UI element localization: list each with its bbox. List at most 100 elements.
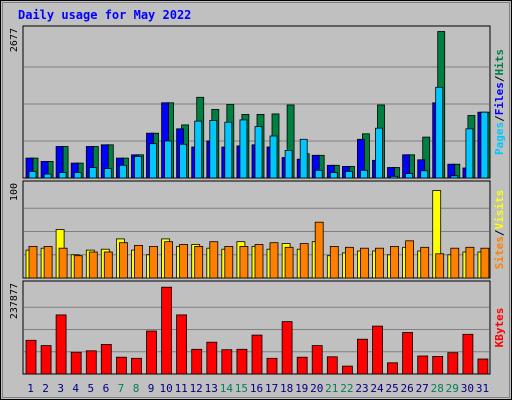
bar-sites-day-29	[450, 247, 460, 279]
x-tick-label-day-3: 3	[57, 382, 64, 395]
bar-sites-day-8	[134, 244, 143, 279]
bar-kbytes-day-5	[85, 350, 97, 375]
chart-title: Daily usage for May 2022	[18, 8, 191, 22]
x-tick-label-day-16: 16	[250, 382, 263, 395]
ymax-label-hits-files-pages: 2677	[9, 28, 20, 52]
x-tick-label-day-5: 5	[87, 382, 94, 395]
bar-pages-day-23	[359, 169, 368, 179]
bar-pages-day-16	[254, 126, 263, 179]
x-tick-label-day-18: 18	[280, 382, 293, 395]
bar-pages-day-6	[103, 168, 112, 179]
bar-sites-day-3	[58, 247, 68, 279]
x-tick-label-day-6: 6	[103, 382, 110, 395]
bar-pages-day-14	[224, 121, 233, 179]
x-tick-label-day-29: 29	[446, 382, 459, 395]
legend-visits-sites: Sites/Visits	[493, 190, 506, 270]
legend-item-files: Files	[493, 82, 506, 115]
x-tick-label-day-15: 15	[235, 382, 248, 395]
legend-separator: /	[493, 115, 506, 122]
bar-sites-day-26	[405, 240, 415, 279]
x-tick-label-day-7: 7	[118, 382, 125, 395]
bar-pages-day-8	[134, 155, 142, 179]
bar-kbytes-day-31	[477, 358, 489, 375]
x-tick-label-day-10: 10	[159, 382, 172, 395]
bar-sites-day-30	[465, 246, 475, 279]
x-tick-label-day-13: 13	[205, 382, 218, 395]
bar-sites-day-1	[28, 245, 38, 279]
bar-kbytes-day-26	[402, 332, 414, 375]
bar-sites-day-15	[239, 245, 249, 279]
bar-kbytes-day-16	[251, 334, 263, 375]
bar-sites-day-21	[329, 245, 339, 279]
legend-separator: /	[493, 75, 506, 82]
bar-sites-day-24	[375, 247, 384, 279]
bar-kbytes-day-15	[236, 348, 248, 375]
bar-pages-day-10	[164, 140, 173, 179]
bar-pages-day-3	[58, 172, 67, 179]
x-tick-label-day-17: 17	[265, 382, 278, 395]
bar-sites-day-23	[359, 247, 369, 279]
bar-kbytes-day-28	[432, 355, 444, 375]
bar-pages-day-29	[450, 175, 459, 179]
bar-kbytes-day-25	[387, 362, 398, 375]
x-tick-label-day-30: 30	[461, 382, 474, 395]
x-tick-label-day-2: 2	[42, 382, 49, 395]
x-tick-label-day-9: 9	[148, 382, 155, 395]
bar-pages-day-9	[149, 143, 157, 179]
x-tick-label-day-19: 19	[295, 382, 308, 395]
x-tick-label-day-22: 22	[340, 382, 353, 395]
legend-item-kbytes: KBytes	[493, 308, 506, 348]
bar-kbytes-day-12	[191, 348, 203, 375]
bar-sites-day-17	[269, 242, 279, 279]
bar-kbytes-day-30	[462, 333, 474, 375]
x-tick-label-day-12: 12	[190, 382, 203, 395]
bar-pages-day-31	[480, 111, 489, 179]
bar-kbytes-day-23	[356, 338, 368, 375]
bar-sites-day-27	[420, 246, 430, 279]
bar-pages-day-5	[88, 167, 97, 179]
bar-pages-day-7	[119, 164, 127, 179]
bar-pages-day-19	[299, 138, 308, 179]
x-tick-label-day-21: 21	[325, 382, 338, 395]
bar-kbytes-day-20	[311, 345, 323, 375]
bar-sites-day-28	[435, 253, 445, 279]
bar-sites-day-20	[314, 221, 324, 279]
ymax-label-kbytes: 237877	[9, 283, 20, 319]
legend-item-visits: Visits	[493, 190, 506, 230]
bar-pages-day-21	[329, 172, 338, 179]
bar-sites-day-10	[164, 241, 174, 279]
bar-sites-day-5	[88, 251, 98, 279]
bar-pages-day-17	[269, 135, 278, 179]
bar-kbytes-day-9	[146, 330, 157, 375]
bar-kbytes-day-11	[176, 314, 188, 375]
chart-marks: 2677Pages/Files/Hits100Sites/Visits23787…	[9, 25, 506, 395]
legend-item-hits: Hits	[493, 49, 506, 76]
bar-pages-day-12	[194, 120, 203, 179]
bar-pages-day-2	[43, 173, 52, 179]
bar-kbytes-day-19	[296, 356, 308, 375]
bar-kbytes-day-2	[40, 345, 52, 375]
ymax-label-visits-sites: 100	[9, 183, 20, 201]
bar-sites-day-31	[480, 247, 490, 279]
bar-kbytes-day-8	[131, 357, 142, 375]
bar-kbytes-day-3	[55, 314, 67, 375]
legend-kbytes: KBytes	[493, 308, 506, 348]
bar-kbytes-day-18	[281, 321, 293, 375]
bar-pages-day-30	[465, 128, 474, 179]
x-tick-label-day-25: 25	[385, 382, 398, 395]
bar-kbytes-day-1	[25, 339, 37, 375]
bar-kbytes-day-7	[116, 356, 127, 375]
bar-kbytes-day-21	[326, 356, 338, 375]
bar-sites-day-25	[390, 245, 399, 279]
bar-kbytes-day-13	[206, 341, 218, 375]
bar-kbytes-day-29	[447, 352, 459, 375]
legend-item-pages: Pages	[493, 122, 506, 155]
bar-pages-day-28	[435, 86, 444, 179]
bar-pages-day-26	[405, 173, 414, 179]
bar-pages-day-13	[209, 120, 218, 179]
x-tick-label-day-28: 28	[431, 382, 444, 395]
bar-sites-day-4	[73, 255, 83, 279]
bar-pages-day-27	[420, 170, 429, 179]
